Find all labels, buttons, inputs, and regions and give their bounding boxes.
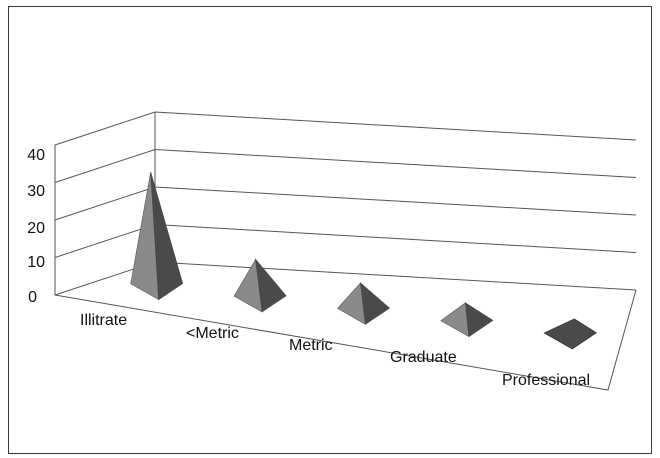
pyramid-bars [130,172,598,350]
floor-outline [54,289,637,391]
category-label-graduate: Graduate [390,349,457,366]
category-label-illitrate: Illitrate [80,312,127,329]
y-tick-label-20: 20 [27,220,45,237]
pyramid-face-front-3 [440,302,470,338]
y-axis-tick-labels: 0 10 20 30 40 [27,147,45,306]
category-label-metric: Metric [289,337,333,354]
y-tick-label-30: 30 [27,183,45,200]
pyramid-bar-2 [337,282,390,325]
pyramid-bar-1 [233,258,287,313]
y-tick-label-40: 40 [27,147,45,164]
gridline-40 [54,111,637,146]
pyramid-face-side-1 [255,258,287,313]
x-axis-category-labels: Illitrate <Metric Metric Graduate Profes… [80,312,590,389]
pyramid-top-4 [543,318,598,350]
gridline-20 [54,186,637,221]
chart-walls [54,111,637,391]
gridline-30 [54,148,637,183]
y-tick-label-0: 0 [28,289,37,306]
pyramid-bar-3 [440,302,494,338]
pyramid-bar-4 [543,318,598,350]
pyramid-face-side-3 [465,302,494,338]
y-tick-label-10: 10 [27,254,45,271]
category-label-professional: Professional [502,372,590,389]
pyramid-face-side-2 [360,282,390,325]
pyramid-face-side-0 [150,172,184,301]
category-label-less-metric: <Metric [186,325,239,342]
pyramid-bar-0 [130,172,184,301]
